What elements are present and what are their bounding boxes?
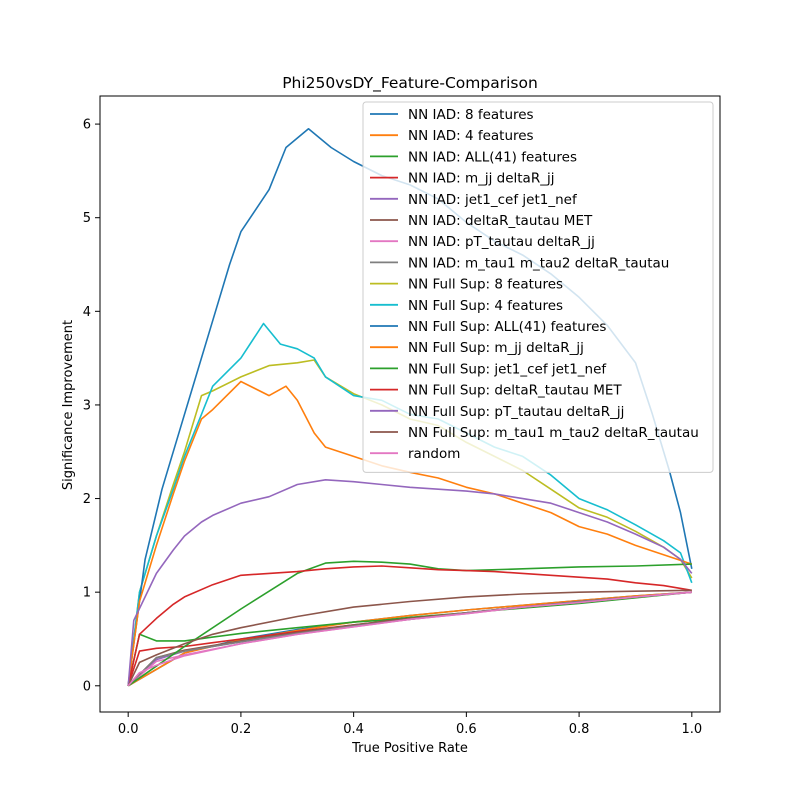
legend-label: NN Full Sup: ALL(41) features <box>408 319 606 335</box>
x-tick-label: 0.0 <box>118 722 139 737</box>
legend-label: random <box>408 446 460 462</box>
y-tick-label: 0 <box>83 679 91 694</box>
legend-label: NN IAD: m_jj deltaR_jj <box>408 171 554 187</box>
y-tick-label: 5 <box>83 211 91 226</box>
legend-label: NN IAD: ALL(41) features <box>408 149 577 165</box>
y-tick-label: 6 <box>83 118 91 133</box>
y-tick-label: 4 <box>83 305 91 320</box>
legend-label: NN Full Sup: jet1_cef jet1_nef <box>408 361 607 377</box>
y-axis-label: Significance Improvement <box>61 320 76 490</box>
x-axis-label: True Positive Rate <box>351 741 468 756</box>
series-line-17 <box>127 591 692 687</box>
series-line-3 <box>127 591 692 686</box>
y-tick-label: 2 <box>83 492 91 507</box>
legend-label: NN IAD: jet1_cef jet1_nef <box>408 192 578 208</box>
legend-box <box>362 101 714 473</box>
x-tick-label: 0.4 <box>343 722 364 737</box>
series-line-16 <box>127 589 692 687</box>
x-tick-label: 0.2 <box>231 722 252 737</box>
legend-label: NN Full Sup: m_jj deltaR_jj <box>408 340 584 356</box>
axis-ticks: 0.0 0.2 0.4 0.6 0.8 1.0 0 1 2 3 4 5 6 <box>83 118 702 737</box>
x-tick-label: 1.0 <box>681 722 702 737</box>
plot-frame <box>99 95 721 713</box>
series-line-10 <box>127 322 693 686</box>
legend-label: NN Full Sup: pT_tautau deltaR_jj <box>408 404 624 420</box>
legend-label: NN IAD: 8 features <box>408 107 534 123</box>
legend-label: NN IAD: 4 features <box>408 128 534 144</box>
legend-label: NN IAD: m_tau1 m_tau2 deltaR_tautau <box>408 255 669 271</box>
legend-label: NN Full Sup: m_tau1 m_tau2 deltaR_tautau <box>408 425 699 441</box>
legend-label: NN IAD: deltaR_tautau MET <box>408 213 593 229</box>
chart-title: Phi250vsDY_Feature-Comparison <box>282 74 538 93</box>
x-tick-label: 0.6 <box>456 722 477 737</box>
series-line-13 <box>127 560 692 687</box>
legend-label: NN IAD: pT_tautau deltaR_jj <box>408 234 595 250</box>
legend: NN IAD: 8 features NN IAD: 4 features NN I… <box>362 101 714 473</box>
y-tick-label: 1 <box>83 586 91 601</box>
x-tick-label: 0.8 <box>569 722 590 737</box>
series-line-14 <box>127 565 692 686</box>
legend-label: NN Full Sup: 8 features <box>408 277 563 293</box>
series-line-12 <box>127 380 693 686</box>
y-tick-label: 3 <box>83 398 91 413</box>
legend-label: NN Full Sup: deltaR_tautau MET <box>408 383 622 399</box>
legend-label: NN Full Sup: 4 features <box>408 298 563 314</box>
series-line-15 <box>127 478 693 686</box>
